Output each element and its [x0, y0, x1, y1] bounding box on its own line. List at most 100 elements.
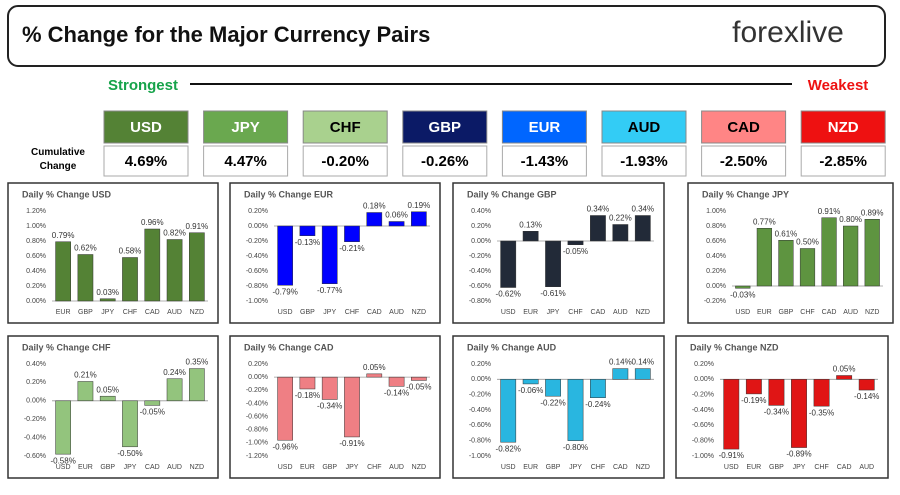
bar [799, 248, 816, 287]
value-label: -0.03% [730, 290, 755, 299]
chart-panel: Daily % Change JPY -0.20% 0.00% 0.20% 0.40% 0… [687, 182, 894, 324]
y-tick-label: -1.00% [246, 440, 268, 447]
currency-box [501, 110, 587, 144]
y-tick-label: -1.00% [246, 298, 268, 305]
x-tick-label: JPY [346, 464, 359, 471]
bar [99, 298, 116, 302]
x-tick-label: CAD [822, 309, 837, 316]
value-label: 0.13% [519, 220, 542, 229]
y-tick-label: 0.20% [471, 361, 491, 368]
bar [344, 376, 360, 438]
value-label: -0.14% [854, 392, 879, 401]
bar [821, 217, 837, 287]
y-tick-label: 0.80% [706, 223, 726, 230]
value-label: -0.50% [117, 449, 142, 458]
logo: forexlive [732, 16, 844, 49]
x-tick-label: AUD [859, 464, 874, 471]
y-tick-label: 0.20% [471, 223, 491, 230]
x-tick-label: CHF [123, 309, 137, 316]
value-label: -0.82% [496, 444, 521, 453]
value-label: -0.06% [518, 386, 543, 395]
bar [77, 381, 94, 402]
y-tick-label: -0.40% [469, 407, 491, 414]
x-tick-label: AUD [167, 464, 182, 471]
x-tick-label: JPY [101, 309, 114, 316]
value-label: -0.89% [786, 450, 811, 459]
y-tick-label: -0.20% [692, 392, 714, 399]
value-label: 0.96% [141, 218, 164, 227]
value-label: 0.34% [587, 205, 610, 214]
currency-box [302, 110, 388, 144]
y-tick-label: -0.20% [24, 416, 46, 423]
value-label: -0.79% [272, 287, 297, 296]
bar [634, 215, 651, 242]
bar [321, 376, 338, 400]
x-tick-label: AUD [613, 309, 628, 316]
value-label: -0.22% [540, 398, 565, 407]
x-tick-label: NZD [190, 309, 204, 316]
value-label: -0.58% [50, 456, 75, 465]
y-tick-label: -0.40% [692, 407, 714, 414]
change-value: -0.20% [321, 153, 369, 170]
y-tick-label: -1.00% [469, 453, 491, 460]
x-tick-label: JPY [793, 464, 806, 471]
chart-panel: Daily % Change EUR -1.00% -0.80% -0.60% -0.4… [229, 182, 441, 324]
x-tick-label: EUR [757, 309, 772, 316]
bar [735, 285, 751, 289]
x-tick-label: CAD [591, 309, 606, 316]
y-tick-label: 1.00% [706, 208, 726, 215]
bar [299, 225, 316, 236]
y-tick-label: 0.40% [706, 253, 726, 260]
bar [756, 228, 772, 287]
y-tick-label: -0.20% [469, 392, 491, 399]
y-tick-label: -0.40% [24, 434, 46, 441]
chart-panel: Daily % Change CAD -1.20% -1.00% -0.80% -0.6… [229, 335, 441, 479]
change-value: -1.43% [521, 153, 569, 170]
x-tick-label: CAD [837, 464, 852, 471]
bar [189, 368, 205, 402]
value-label: 0.05% [96, 385, 119, 394]
y-tick-label: -0.60% [24, 453, 46, 460]
x-tick-label: GBP [300, 309, 315, 316]
change-box [601, 145, 687, 177]
value-label: -0.77% [317, 286, 342, 295]
x-tick-label: AUD [167, 309, 182, 316]
value-label: -0.21% [339, 244, 364, 253]
y-tick-label: 0.60% [26, 253, 46, 260]
x-tick-label: CAD [145, 309, 160, 316]
y-tick-label: -1.20% [246, 453, 268, 460]
bar [522, 231, 539, 242]
value-label: 0.35% [186, 358, 209, 367]
value-label: -0.62% [496, 290, 521, 299]
value-label: 0.61% [775, 229, 798, 238]
bar [500, 379, 517, 443]
value-label: 0.18% [363, 202, 386, 211]
currency-box [203, 110, 289, 144]
chart-panel: Daily % Change AUD -1.00% -0.80% -0.60% -0.4… [452, 335, 665, 479]
change-box [402, 145, 488, 177]
y-tick-label: 0.20% [26, 283, 46, 290]
x-tick-label: NZD [412, 309, 426, 316]
bar [545, 379, 561, 397]
bar [522, 379, 539, 385]
y-tick-label: 0.00% [471, 238, 491, 245]
y-tick-label: -0.80% [469, 438, 491, 445]
y-tick-label: -0.60% [246, 413, 268, 420]
bar [590, 215, 606, 242]
bar [99, 395, 116, 402]
y-tick-label: -0.20% [704, 298, 726, 305]
bar [411, 211, 427, 227]
x-tick-label: USD [724, 464, 739, 471]
value-label: 0.50% [796, 238, 819, 247]
chart-title: Daily % Change CHF [22, 342, 111, 352]
value-label: 0.14% [631, 358, 654, 367]
y-tick-label: 0.20% [248, 208, 268, 215]
x-tick-label: CHF [814, 464, 828, 471]
y-tick-label: 0.00% [694, 376, 714, 383]
bar [791, 379, 807, 448]
weakest-label: Weakest [808, 77, 869, 94]
y-tick-label: 0.20% [248, 361, 268, 368]
strongest-label: Strongest [108, 77, 178, 94]
